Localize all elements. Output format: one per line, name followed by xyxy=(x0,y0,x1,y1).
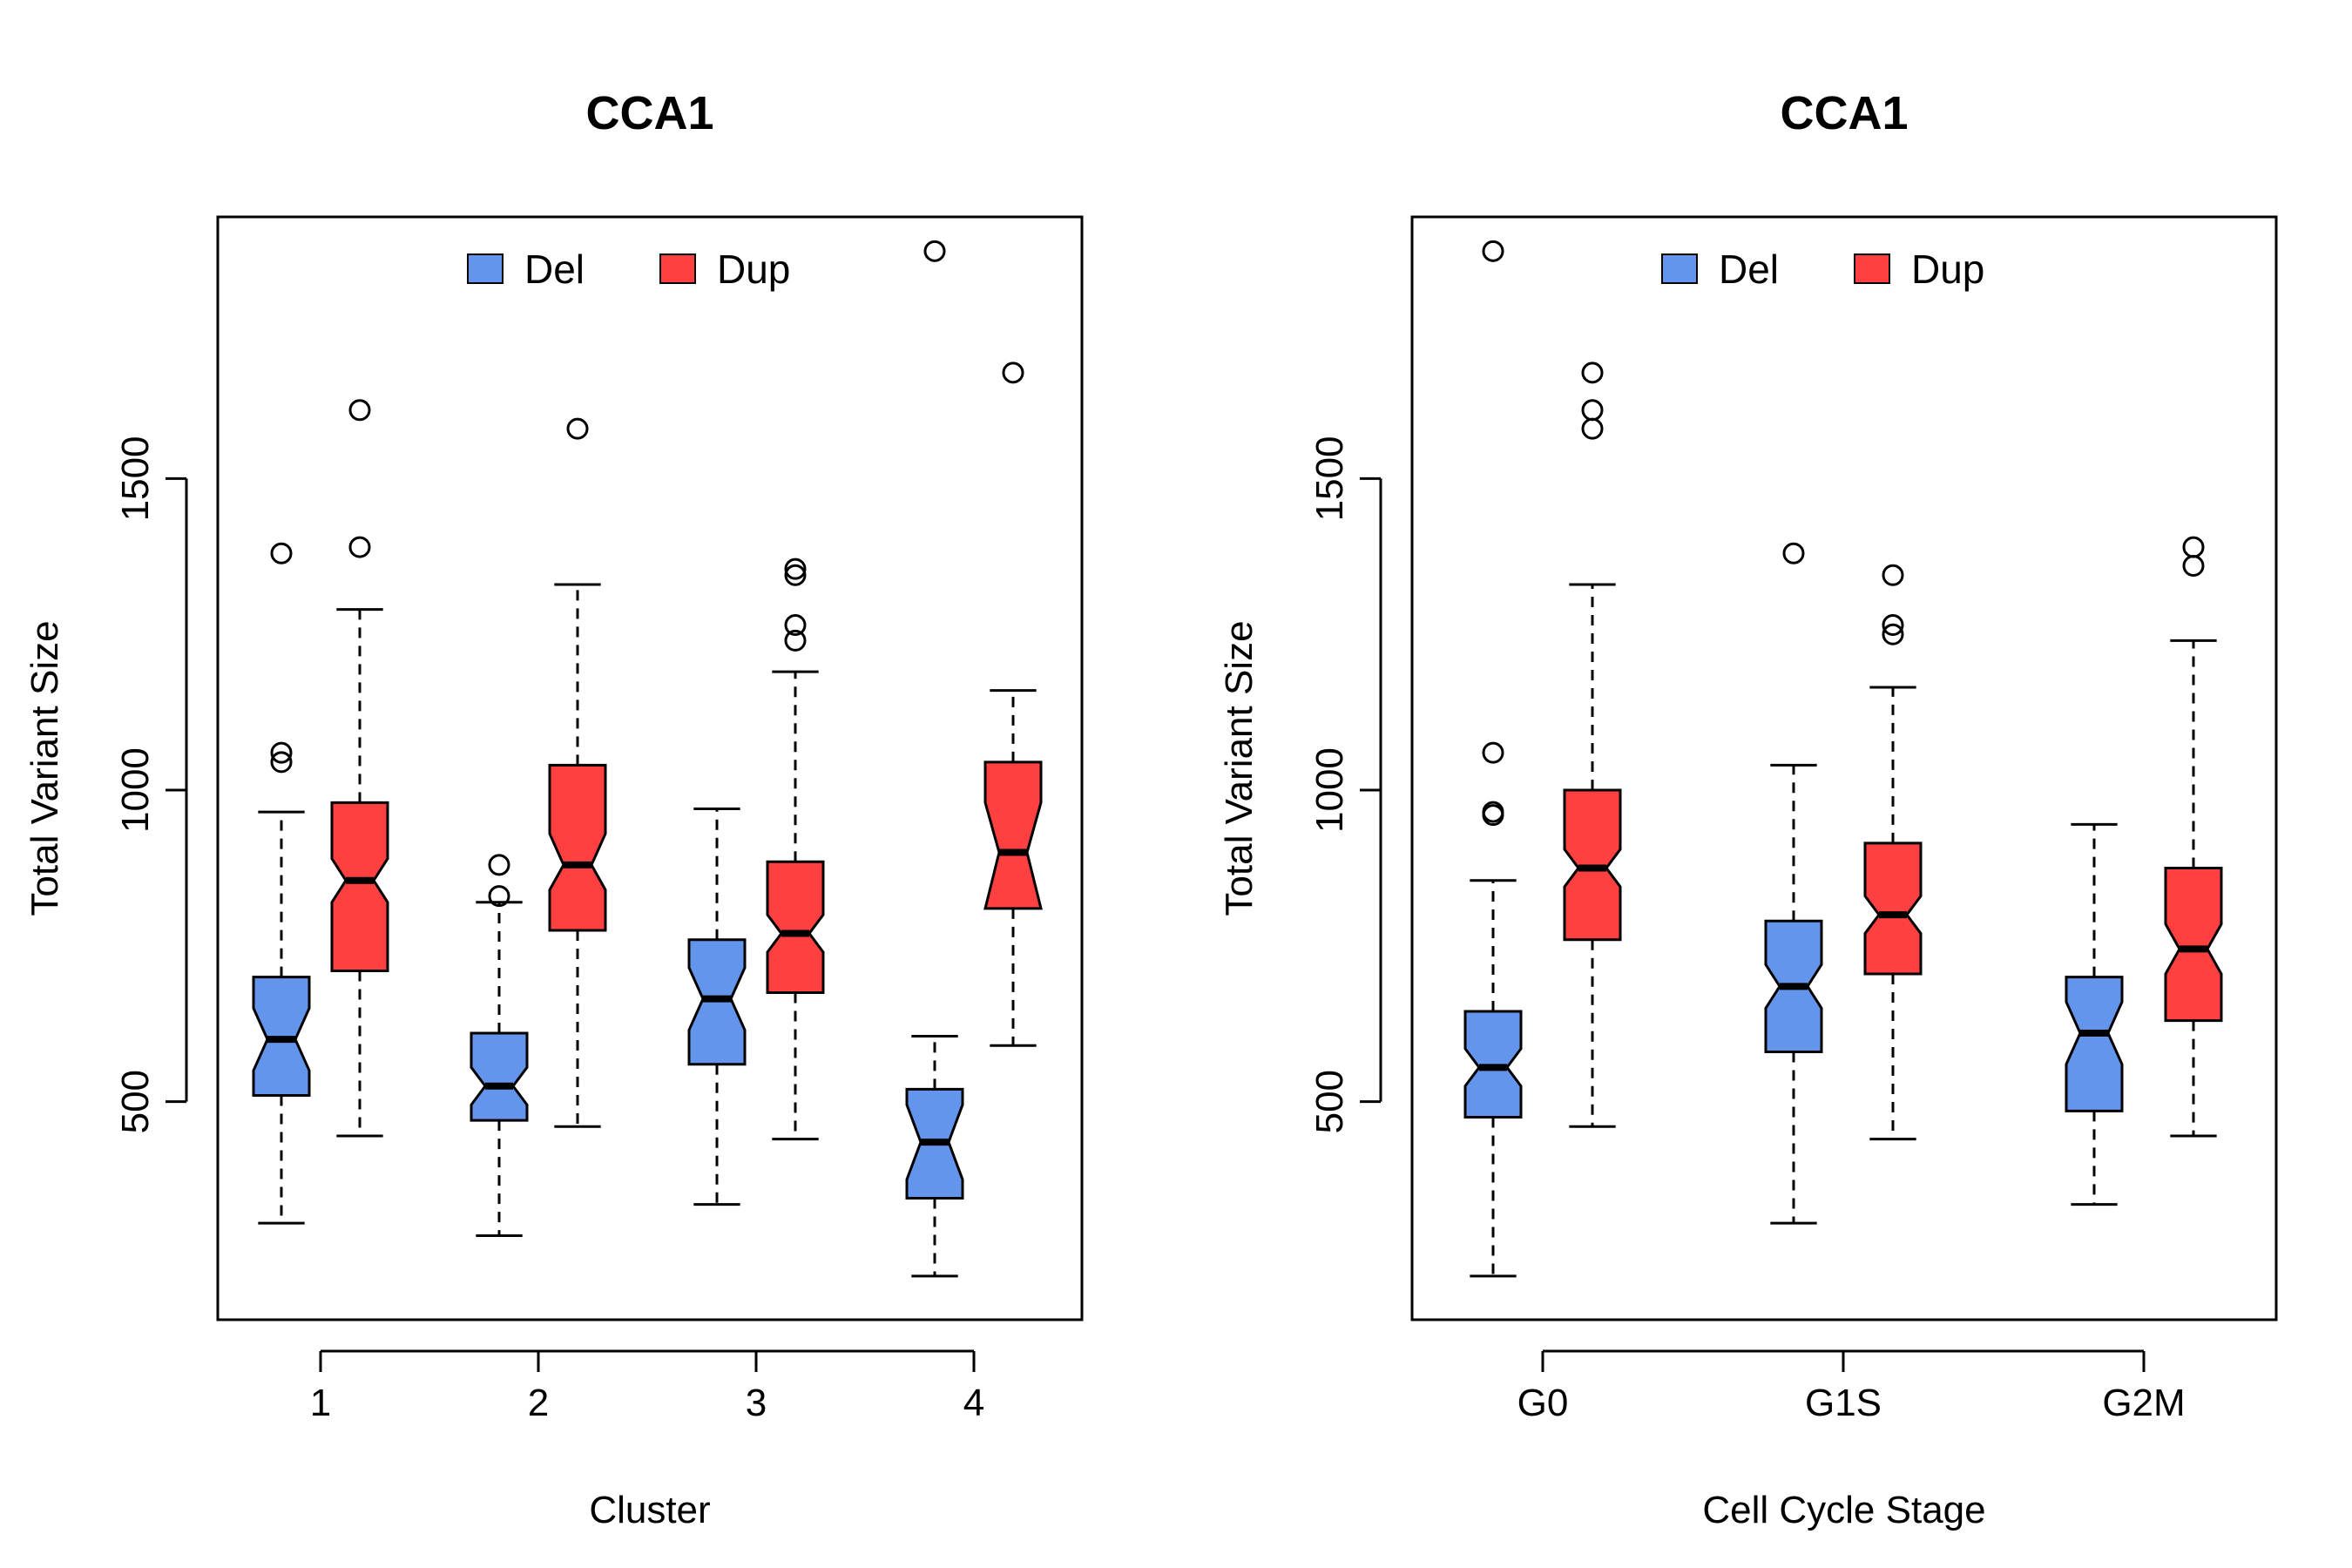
outlier-point xyxy=(784,564,807,586)
series-dup xyxy=(1563,362,2223,1141)
box-body xyxy=(470,1031,529,1122)
outlier-point xyxy=(784,558,807,580)
outlier-point xyxy=(1581,362,1604,384)
box-body xyxy=(1863,841,1923,976)
legend: Del Dup xyxy=(467,247,790,292)
boxplot-dup-G1S xyxy=(1863,564,1923,1141)
boxplot-dup-4 xyxy=(983,362,1043,1047)
chart-title: CCA1 xyxy=(585,87,713,139)
x-tick-label: 3 xyxy=(746,1382,767,1424)
y-axis: 500 1000 1500 Total Variant Size xyxy=(1218,436,1382,1133)
x-tick-label: G0 xyxy=(1517,1382,1569,1424)
outlier-point xyxy=(488,885,510,908)
legend-label-del: Del xyxy=(524,247,585,292)
outlier-point xyxy=(784,613,807,636)
boxplot-dup-1 xyxy=(330,399,389,1138)
legend: Del Dup xyxy=(1661,247,1984,292)
outlier-point xyxy=(923,240,946,262)
boxplot-del-4 xyxy=(905,240,964,1278)
outlier-point xyxy=(566,417,589,440)
y-tick-label: 1000 xyxy=(114,747,157,833)
x-axis-label: Cluster xyxy=(589,1489,710,1531)
outlier-point xyxy=(348,399,371,422)
outlier-point xyxy=(270,741,293,764)
outlier-point xyxy=(1882,623,1904,645)
outlier-point xyxy=(1782,542,1805,564)
chart-panel-2: CCA1 500 1000 1500 Total Variant Size G0 G1S G2… xyxy=(1218,87,2278,1531)
x-axis-label: Cell Cycle Stage xyxy=(1702,1489,1985,1531)
y-tick-label: 500 xyxy=(1308,1070,1351,1133)
x-tick-label: 2 xyxy=(528,1382,549,1424)
series-del xyxy=(1463,240,2124,1278)
box-body xyxy=(2164,866,2223,1023)
outlier-point xyxy=(1482,741,1504,764)
outlier-point xyxy=(2182,536,2205,558)
outlier-point xyxy=(1882,613,1904,636)
boxplot-del-G0 xyxy=(1463,240,1523,1278)
y-axis: 500 1000 1500 Total Variant Size xyxy=(24,436,188,1133)
boxplot-del-2 xyxy=(470,854,529,1237)
series-del xyxy=(252,240,964,1278)
y-axis-label: Total Variant Size xyxy=(1218,620,1260,916)
boxplot-del-G1S xyxy=(1764,542,1823,1225)
outlier-point xyxy=(1482,240,1504,262)
outlier-point xyxy=(348,536,371,558)
y-tick-label: 1500 xyxy=(114,436,157,521)
x-tick-label: 1 xyxy=(310,1382,331,1424)
x-axis: 1 2 3 4 Cluster xyxy=(310,1349,984,1531)
outlier-point xyxy=(1002,362,1024,384)
box-body xyxy=(548,763,607,932)
boxplot-del-3 xyxy=(687,807,747,1206)
plot-area-frame xyxy=(216,215,1084,1321)
chart-panel-1: CCA1 500 1000 1500 Total Variant Size 1 2 3 4 Clu… xyxy=(24,87,1084,1531)
box-body xyxy=(2065,976,2124,1112)
y-tick-label: 1500 xyxy=(1308,436,1351,521)
x-tick-label: 4 xyxy=(963,1382,984,1424)
legend-swatch-del xyxy=(1661,253,1698,284)
boxplot-dup-G2M xyxy=(2164,536,2223,1138)
outlier-point xyxy=(784,629,807,652)
legend-swatch-dup xyxy=(1854,253,1890,284)
x-tick-label: G1S xyxy=(1805,1382,1882,1424)
box-body xyxy=(766,860,825,994)
boxplot-dup-3 xyxy=(766,558,825,1141)
outlier-point xyxy=(1482,801,1504,823)
outlier-point xyxy=(1581,399,1604,422)
legend-swatch-dup xyxy=(659,253,696,284)
outlier-point xyxy=(1882,564,1904,586)
x-axis: G0 G1S G2M Cell Cycle Stage xyxy=(1517,1349,2186,1531)
legend-label-del: Del xyxy=(1719,247,1779,292)
y-tick-label: 500 xyxy=(114,1070,157,1133)
box-body xyxy=(330,801,389,972)
chart-title: CCA1 xyxy=(1780,87,1908,139)
legend-label-dup: Dup xyxy=(1911,247,1984,292)
box-body xyxy=(983,760,1043,910)
legend-swatch-del xyxy=(467,253,504,284)
outlier-point xyxy=(270,542,293,564)
boxplot-dup-2 xyxy=(548,417,607,1128)
series-dup xyxy=(330,362,1043,1141)
plot-area-frame xyxy=(1410,215,2278,1321)
legend-label-dup: Dup xyxy=(717,247,790,292)
y-tick-label: 1000 xyxy=(1308,747,1351,833)
outlier-point xyxy=(488,854,510,876)
boxplot-dup-G0 xyxy=(1563,362,1622,1128)
boxplot-del-G2M xyxy=(2065,822,2124,1206)
x-tick-label: G2M xyxy=(2102,1382,2185,1424)
outlier-point xyxy=(270,751,293,774)
y-axis-label: Total Variant Size xyxy=(24,620,66,916)
boxplot-del-1 xyxy=(252,542,311,1225)
